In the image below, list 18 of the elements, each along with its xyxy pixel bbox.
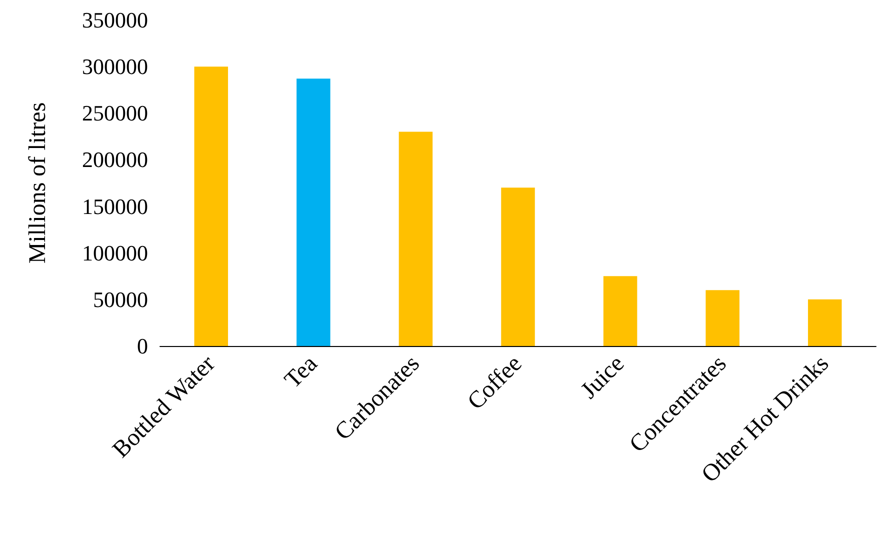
bar <box>398 132 433 346</box>
bar <box>603 276 638 346</box>
x-tick-label: Juice <box>576 350 630 404</box>
y-axis-title: Millions of litres <box>25 102 51 264</box>
y-tick-label: 300000 <box>82 54 148 80</box>
y-tick-label: 0 <box>137 334 148 358</box>
y-tick-label: 350000 <box>82 8 148 32</box>
y-tick-label: 100000 <box>82 240 148 266</box>
bar <box>706 290 740 346</box>
y-tick-label: 200000 <box>82 147 148 172</box>
bar <box>296 78 330 346</box>
y-tick-label: 50000 <box>93 286 148 312</box>
bar <box>194 66 228 346</box>
bar <box>501 188 535 346</box>
y-tick-label: 250000 <box>82 100 148 126</box>
y-tick-label: 150000 <box>82 194 148 219</box>
x-tick-label: Tea <box>280 350 323 394</box>
bar <box>808 299 842 346</box>
